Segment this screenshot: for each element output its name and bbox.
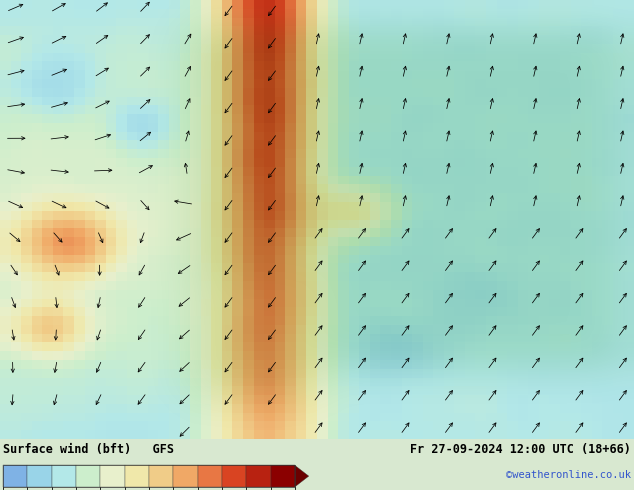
Bar [198,466,222,487]
Bar [125,466,149,487]
Bar [173,466,198,487]
Bar [222,466,246,487]
Bar [3,466,295,487]
Bar [271,466,295,487]
Bar [76,466,100,487]
Bar [27,466,52,487]
Text: Surface wind (bft)   GFS: Surface wind (bft) GFS [3,442,174,456]
Bar [3,466,27,487]
Polygon shape [295,466,309,487]
Bar [100,466,125,487]
Text: ©weatheronline.co.uk: ©weatheronline.co.uk [506,470,631,481]
Bar [149,466,173,487]
Bar [52,466,76,487]
Text: Fr 27-09-2024 12:00 UTC (18+66): Fr 27-09-2024 12:00 UTC (18+66) [410,442,631,456]
Bar [246,466,271,487]
